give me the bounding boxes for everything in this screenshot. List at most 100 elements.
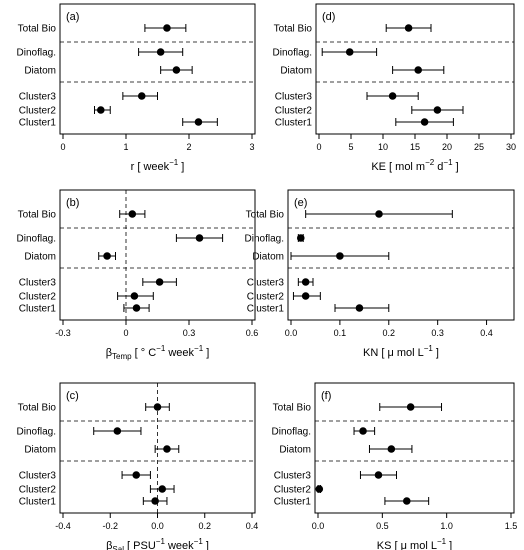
row-label: Cluster1 (19, 118, 57, 129)
estimate-point (194, 118, 203, 126)
x-tick-label: 0.4 (480, 328, 493, 338)
row-label: Diatom (252, 252, 284, 263)
x-axis-title: KN [ μ mol L−1 ] (363, 344, 439, 359)
panel-frame (314, 382, 515, 514)
row-label: Cluster2 (275, 106, 313, 117)
row-label: Cluster2 (19, 292, 57, 303)
row-label: Cluster3 (19, 471, 57, 482)
estimate-point (163, 24, 171, 32)
row-label: Cluster1 (274, 497, 312, 508)
estimate-point (375, 210, 383, 218)
x-tick-label: 25 (474, 142, 484, 152)
x-tick-label: 0.0 (151, 521, 164, 531)
estimate-point (315, 485, 324, 493)
x-tick-label: 30 (506, 142, 516, 152)
row-label: Diatom (279, 445, 311, 456)
x-tick-label: 0.6 (246, 328, 259, 338)
row-label: Total Bio (273, 403, 312, 414)
estimate-point (355, 304, 364, 312)
x-tick-label: 0.2 (198, 521, 211, 531)
row-label: Dinoflag. (17, 48, 56, 59)
row-label: Total Bio (274, 24, 313, 35)
row-label: Dinoflag. (17, 234, 56, 245)
estimate-point (301, 278, 310, 286)
estimate-point (113, 427, 122, 435)
estimate-point (336, 252, 344, 260)
x-tick-label: 0.3 (431, 328, 444, 338)
x-axis-title: KE [ mol m−2 d−1 ] (371, 158, 458, 173)
x-tick-label: 0.0 (312, 521, 325, 531)
panel-label: (b) (66, 197, 79, 209)
x-axis-title: r [ week−1 ] (131, 158, 185, 173)
panel-label: (a) (66, 11, 79, 23)
panel-frame (59, 189, 256, 321)
row-label: Cluster1 (275, 118, 313, 129)
estimate-point (151, 497, 159, 505)
row-label: Cluster3 (247, 278, 285, 289)
row-label: Dinoflag. (272, 427, 311, 438)
x-tick-label: -0.3 (55, 328, 71, 338)
panel-0: (a) Total Bio Dinoflag. Diatom Cluster3 Clust… (17, 3, 256, 173)
x-tick-label: 0.4 (246, 521, 259, 531)
estimate-point (374, 471, 383, 479)
x-tick-label: 10 (378, 142, 388, 152)
x-tick-label: 0 (60, 142, 65, 152)
estimate-point (137, 92, 146, 100)
estimate-point (195, 234, 204, 242)
row-label: Total Bio (18, 403, 57, 414)
estimate-point (433, 106, 442, 114)
row-label: Cluster3 (275, 92, 313, 103)
estimate-point (345, 48, 354, 56)
x-tick-label: 0.5 (376, 521, 389, 531)
row-label: Cluster1 (19, 304, 57, 315)
estimate-point (301, 292, 310, 300)
estimate-point (153, 403, 162, 411)
panel-label: (f) (321, 390, 331, 402)
x-axis-title: βTemp [ ° C−1 week−1 ] (106, 344, 210, 361)
row-label: Diatom (24, 445, 56, 456)
x-tick-label: 5 (348, 142, 353, 152)
panel-2: (b) Total Bio Dinoflag. Diatom Cluster3 Clust… (17, 189, 259, 361)
x-tick-label: 0.1 (334, 328, 347, 338)
panel-label: (c) (66, 390, 79, 402)
row-label: Cluster2 (247, 292, 285, 303)
x-tick-label: 0 (316, 142, 321, 152)
row-label: Cluster3 (19, 278, 57, 289)
row-label: Cluster2 (19, 485, 57, 496)
estimate-point (402, 497, 411, 505)
row-label: Cluster3 (274, 471, 312, 482)
panel-5: (f) Total Bio Dinoflag. Diatom Cluster3 Clust… (272, 382, 517, 550)
row-label: Dinoflag. (245, 234, 284, 245)
x-tick-label: 0 (123, 328, 128, 338)
estimate-point (132, 304, 141, 312)
estimate-point (155, 278, 164, 286)
x-tick-label: 3 (249, 142, 254, 152)
row-label: Total Bio (246, 210, 285, 221)
panel-frame (287, 189, 515, 321)
panel-label: (e) (294, 197, 307, 209)
estimate-point (130, 292, 139, 300)
row-label: Diatom (280, 66, 312, 77)
x-tick-label: 0.3 (183, 328, 196, 338)
row-label: Cluster2 (274, 485, 312, 496)
panel-3: (e) Total Bio Dinoflag. Diatom Cluster3 Clust… (245, 189, 515, 359)
row-label: Cluster2 (19, 106, 57, 117)
row-label: Dinoflag. (273, 48, 312, 59)
x-tick-label: 1.0 (440, 521, 453, 531)
x-tick-label: -0.4 (55, 521, 71, 531)
row-label: Cluster1 (19, 497, 57, 508)
estimate-point (406, 403, 415, 411)
panel-4: (c) Total Bio Dinoflag. Diatom Cluster3 Clust… (17, 382, 259, 550)
estimate-point (158, 485, 167, 493)
row-label: Total Bio (18, 24, 57, 35)
estimate-point (103, 252, 111, 260)
estimate-point (414, 66, 423, 74)
x-tick-label: -0.2 (102, 521, 118, 531)
estimate-point (172, 66, 181, 74)
row-label: Dinoflag. (17, 427, 56, 438)
x-tick-label: 0.0 (285, 328, 298, 338)
estimate-point (404, 24, 413, 32)
estimate-point (296, 234, 305, 242)
estimate-point (388, 92, 397, 100)
